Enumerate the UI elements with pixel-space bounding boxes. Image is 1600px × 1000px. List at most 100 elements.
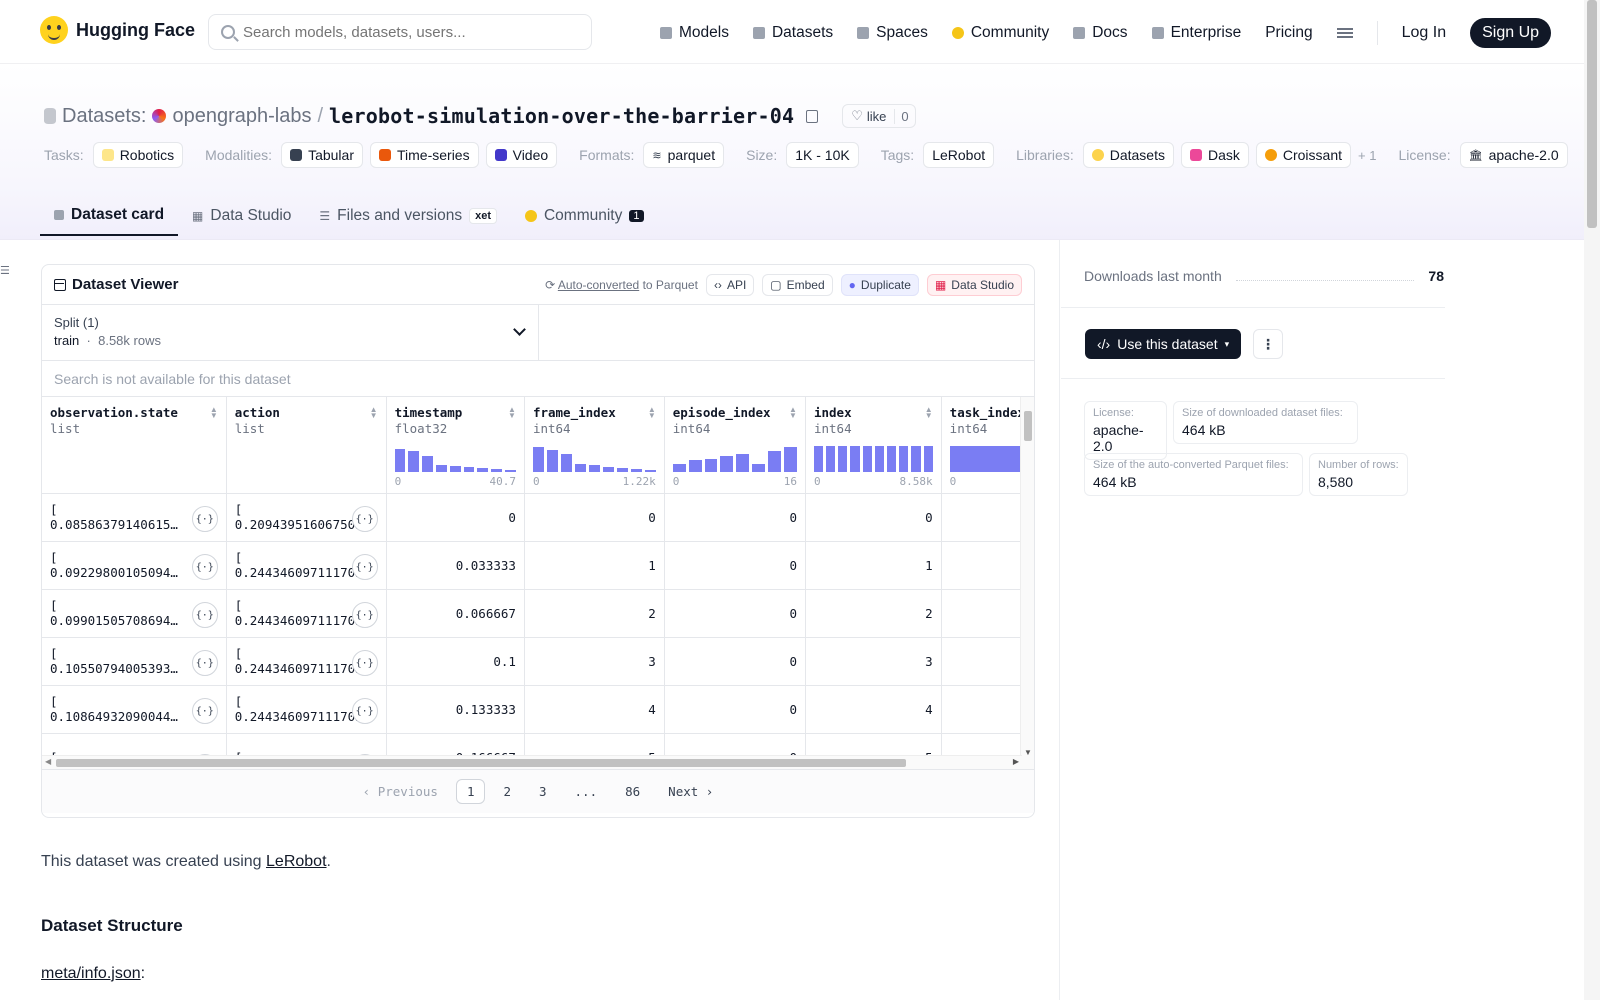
histogram-bar[interactable] — [672, 464, 686, 472]
nav-link-docs[interactable]: Docs — [1073, 24, 1128, 42]
repo-name[interactable]: lerobot-simulation-over-the-barrier-04 — [329, 104, 795, 128]
search-input[interactable] — [243, 23, 563, 41]
histogram-bar[interactable] — [720, 456, 734, 472]
histogram-bar[interactable] — [887, 446, 897, 472]
histogram-bar[interactable] — [560, 454, 572, 472]
expand-json-icon[interactable]: {·} — [191, 650, 218, 676]
tag-time-series[interactable]: Time-series — [370, 142, 479, 168]
like-button[interactable]: ♡ like 0 — [842, 104, 916, 128]
page-86[interactable]: 86 — [625, 784, 641, 799]
horizontal-scrollbar[interactable]: ◀ ▶ — [42, 755, 1022, 769]
sidebar-toggle-icon[interactable]: ☰ — [0, 265, 10, 277]
api-button[interactable]: ‹› API — [705, 273, 755, 296]
histogram-bar[interactable] — [784, 447, 797, 472]
histogram-bar[interactable] — [768, 451, 782, 472]
histogram-bar[interactable] — [736, 454, 750, 472]
scroll-thumb[interactable] — [1024, 411, 1032, 441]
histogram-bar[interactable] — [436, 465, 447, 472]
copy-icon[interactable] — [806, 109, 819, 123]
histogram-bar[interactable] — [688, 460, 702, 472]
page-scroll-thumb[interactable] — [1587, 0, 1597, 228]
table-scroll-area[interactable]: observation.state list ▲ ▼ action list ▲ ▼ times… — [42, 397, 1034, 769]
column-header[interactable]: index int64 ▲ ▼ 0 8.58k — [805, 397, 942, 494]
sort-icon[interactable]: ▲ ▼ — [508, 405, 516, 420]
sort-icon[interactable]: ▲ ▼ — [647, 405, 656, 420]
auto-converted-link[interactable]: Auto-converted — [557, 277, 640, 292]
libraries-more[interactable]: + 1 — [1358, 147, 1377, 163]
tag-tabular[interactable]: Tabular — [281, 142, 363, 168]
sort-icon[interactable]: ▲ ▼ — [209, 405, 218, 420]
tag-license[interactable]: 🏛 apache-2.0 — [1459, 142, 1568, 168]
histogram-bar[interactable] — [616, 468, 628, 472]
signup-button[interactable]: Sign Up — [1470, 18, 1552, 48]
histogram-bar[interactable] — [850, 446, 860, 472]
org-link[interactable]: opengraph-labs — [172, 104, 312, 127]
histogram-bar[interactable] — [911, 446, 921, 472]
expand-json-icon[interactable]: {·} — [191, 602, 218, 628]
tag-lib-datasets[interactable]: Datasets — [1082, 142, 1174, 168]
histogram-bar[interactable] — [949, 446, 1025, 472]
nav-link-pricing[interactable]: Pricing — [1265, 24, 1312, 42]
column-header[interactable]: action list ▲ ▼ — [226, 397, 387, 494]
data-studio-button[interactable]: ▦ Data Studio — [926, 273, 1022, 296]
nav-link-community[interactable]: Community — [951, 24, 1049, 42]
histogram-bar[interactable] — [477, 468, 489, 472]
histogram-bar[interactable] — [449, 466, 461, 472]
histogram-bar[interactable] — [826, 446, 836, 472]
histogram-bar[interactable] — [574, 464, 586, 472]
embed-button[interactable]: ▢ Embed — [762, 273, 833, 296]
histogram-bar[interactable] — [602, 467, 614, 472]
column-header[interactable]: timestamp float32 ▲ ▼ 0 40.7 — [386, 397, 525, 494]
next-page-button[interactable]: Next › — [668, 784, 714, 799]
duplicate-button[interactable]: ● Duplicate — [840, 273, 919, 296]
expand-json-icon[interactable]: {·} — [351, 554, 378, 580]
search-box[interactable] — [208, 14, 592, 50]
tag-lerobot[interactable]: LeRobot — [923, 142, 995, 168]
nav-link-models[interactable]: Models — [660, 24, 729, 42]
sort-icon[interactable]: ▲ ▼ — [924, 405, 933, 420]
histogram-bar[interactable] — [899, 446, 909, 472]
expand-json-icon[interactable]: {·} — [351, 506, 378, 532]
histogram-bar[interactable] — [704, 459, 718, 472]
histogram-bar[interactable] — [546, 450, 558, 472]
page-3[interactable]: 3 — [539, 784, 547, 799]
page-1[interactable]: 1 — [455, 779, 486, 804]
expand-json-icon[interactable]: {·} — [351, 602, 378, 628]
login-link[interactable]: Log In — [1401, 24, 1447, 41]
tab-community[interactable]: Community 1 — [511, 196, 658, 236]
tab-files[interactable]: ☰ Files and versions xet — [305, 196, 511, 236]
tag-parquet[interactable]: ≋ parquet — [643, 142, 725, 168]
nav-link-spaces[interactable]: Spaces — [857, 24, 928, 42]
histogram-bar[interactable] — [588, 465, 600, 472]
page-scrollbar[interactable] — [1584, 0, 1600, 1000]
histogram-bar[interactable] — [463, 467, 475, 472]
prev-page-button[interactable]: ‹ Previous — [362, 784, 438, 799]
tag-size[interactable]: 1K - 10K — [786, 142, 859, 168]
expand-json-icon[interactable]: {·} — [351, 698, 378, 724]
histogram-bar[interactable] — [838, 446, 848, 472]
expand-json-icon[interactable]: {·} — [191, 506, 218, 532]
expand-json-icon[interactable]: {·} — [351, 650, 378, 676]
histogram-bar[interactable] — [532, 447, 544, 472]
nav-link-datasets[interactable]: Datasets — [752, 24, 833, 42]
histogram-bar[interactable] — [644, 470, 656, 472]
expand-json-icon[interactable]: {·} — [191, 554, 218, 580]
scroll-right-arrow-icon[interactable]: ▶ — [1012, 757, 1019, 766]
tag-video[interactable]: Video — [485, 142, 558, 168]
scroll-down-arrow-icon[interactable]: ▼ — [1024, 748, 1032, 757]
sort-icon[interactable]: ▲ ▼ — [789, 405, 797, 420]
vertical-scrollbar[interactable]: ▼ — [1020, 397, 1034, 769]
histogram-bar[interactable] — [862, 446, 872, 472]
histogram-bar[interactable] — [923, 446, 933, 472]
histogram-bar[interactable] — [813, 446, 824, 472]
histogram-bar[interactable] — [394, 449, 406, 472]
column-header[interactable]: observation.state list ▲ ▼ — [42, 397, 227, 494]
scroll-thumb[interactable] — [56, 759, 906, 767]
brand[interactable]: Hugging Face — [40, 16, 195, 44]
column-header[interactable]: episode_index int64 ▲ ▼ 0 16 — [664, 397, 806, 494]
tab-dataset-card[interactable]: Dataset card — [40, 196, 179, 236]
histogram-bar[interactable] — [505, 470, 516, 472]
use-dataset-button[interactable]: ‹/› Use this dataset ▾ — [1085, 329, 1242, 359]
histogram-bar[interactable] — [408, 451, 420, 472]
histogram-bar[interactable] — [874, 446, 884, 472]
